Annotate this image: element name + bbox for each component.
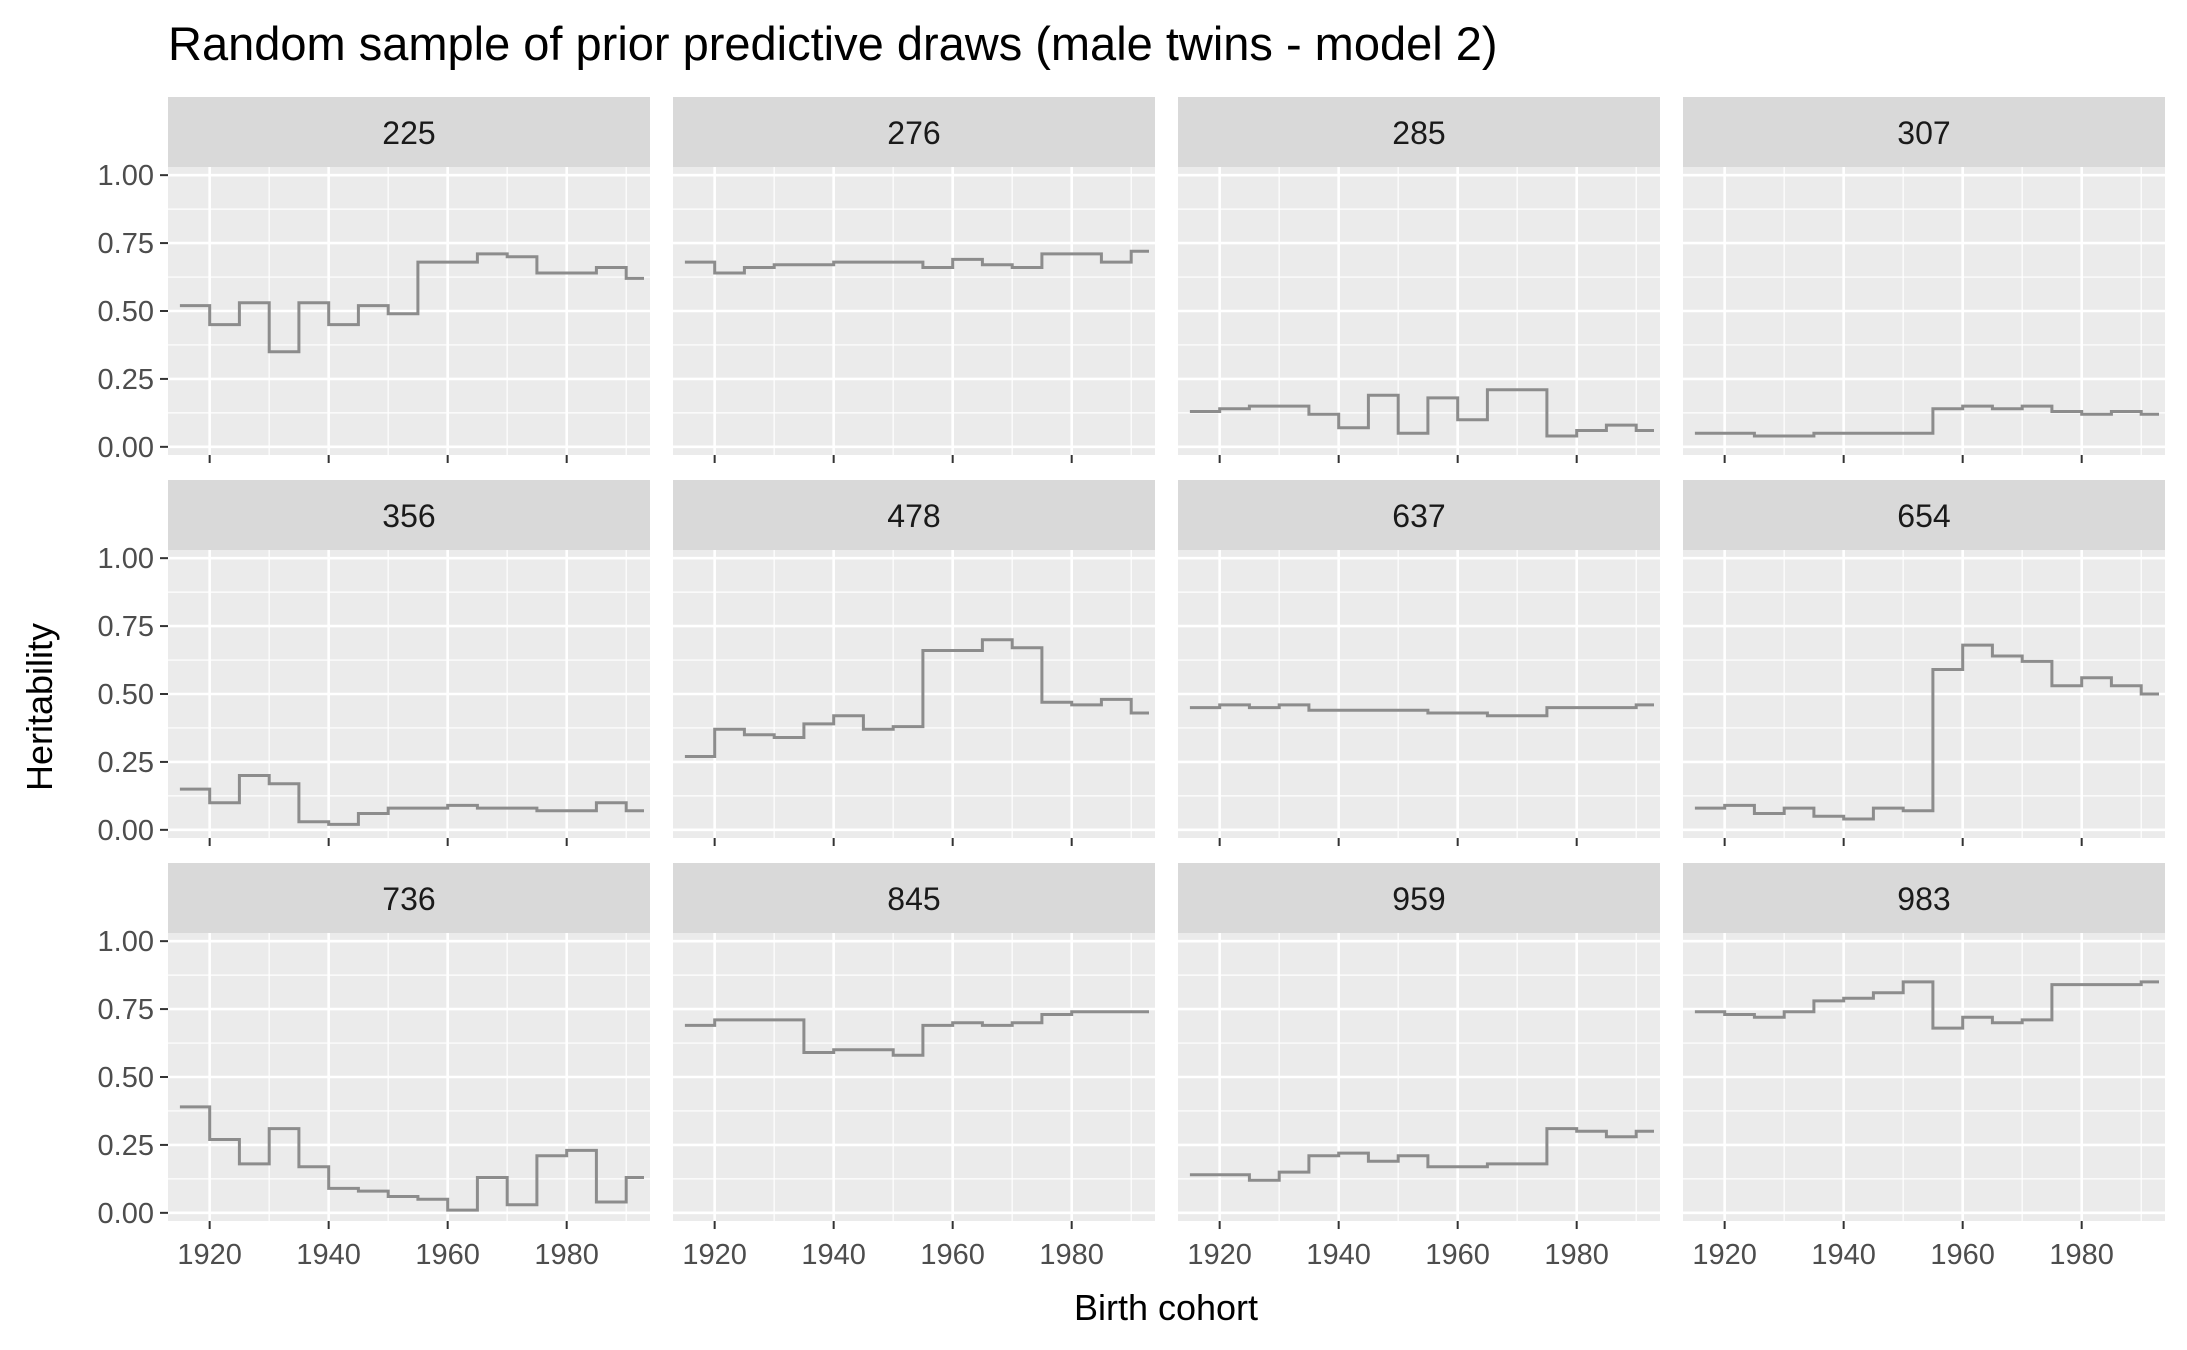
series-line-654 (1694, 643, 2159, 821)
facet-strip (1178, 863, 1660, 933)
facet-strip (168, 97, 650, 167)
x-tick-label: 1960 (415, 1239, 480, 1271)
facet-strip-label: 654 (1897, 498, 1950, 534)
series-line-225 (179, 252, 644, 354)
facet-strip (1683, 97, 2165, 167)
y-tick-label: 0.25 (98, 1130, 154, 1162)
series-line-637 (1189, 703, 1654, 718)
facet-panel-478: 478 (673, 480, 1155, 846)
facet-panel-959: 959 1920 1940 1960 1980 (1178, 863, 1660, 1271)
facet-strip (168, 480, 650, 550)
facet-panel-654: 654 (1683, 480, 2165, 846)
facet-strip-label: 736 (382, 881, 435, 917)
x-tick-label: 1960 (1425, 1239, 1490, 1271)
facet-strip-label: 276 (887, 115, 940, 151)
facet-strip-label: 959 (1392, 881, 1445, 917)
series-line-845 (684, 1010, 1149, 1057)
series-line-478 (684, 638, 1149, 758)
x-tick-label: 1920 (682, 1239, 747, 1271)
facet-panel-736: 736 0.00 0.25 0.50 0.75 1.00 1920 1940 1960 1980 (98, 863, 650, 1271)
facet-strip-label: 285 (1392, 115, 1445, 151)
facet-strip-label: 983 (1897, 881, 1950, 917)
facet-panel-637: 637 (1178, 480, 1660, 846)
facet-strip-label: 225 (382, 115, 435, 151)
x-tick-label: 1940 (296, 1239, 361, 1271)
y-tick-label: 1.00 (98, 543, 154, 575)
x-tick-label: 1920 (1692, 1239, 1757, 1271)
x-tick-label: 1980 (1544, 1239, 1609, 1271)
series-line-285 (1189, 388, 1654, 438)
y-tick-label: 0.00 (98, 815, 154, 847)
x-tick-label: 1980 (2049, 1239, 2114, 1271)
facet-panel-225: 225 0.00 0.25 0.50 0.75 1.00 (98, 97, 650, 464)
x-tick-label: 1940 (1811, 1239, 1876, 1271)
chart-title: Random sample of prior predictive draws … (168, 17, 1498, 70)
y-tick-label: 0.50 (98, 296, 154, 328)
x-tick-label: 1940 (801, 1239, 866, 1271)
y-axis-title: Heritability (19, 623, 60, 791)
series-line-307 (1694, 404, 2159, 438)
facet-strip (1178, 97, 1660, 167)
y-tick-label: 0.50 (98, 679, 154, 711)
facet-panel-356: 356 0.00 0.25 0.50 0.75 1.00 (98, 480, 650, 847)
facet-strip-label: 637 (1392, 498, 1445, 534)
x-tick-label: 1960 (1930, 1239, 1995, 1271)
facet-strip (1683, 863, 2165, 933)
y-tick-label: 0.25 (98, 364, 154, 396)
facet-panel-285: 285 (1178, 97, 1660, 463)
x-tick-label: 1920 (1187, 1239, 1252, 1271)
x-tick-label: 1940 (1306, 1239, 1371, 1271)
facet-strip-label: 356 (382, 498, 435, 534)
facet-panel-276: 276 (673, 97, 1155, 463)
series-line-983 (1694, 980, 2159, 1030)
x-axis-title: Birth cohort (1074, 1287, 1258, 1328)
y-tick-label: 1.00 (98, 926, 154, 958)
facet-panel-983: 983 1920 1940 1960 1980 (1683, 863, 2165, 1271)
y-tick-label: 0.75 (98, 994, 154, 1026)
facet-strip-label: 478 (887, 498, 940, 534)
series-line-959 (1189, 1127, 1654, 1182)
x-tick-label: 1980 (534, 1239, 599, 1271)
x-tick-label: 1980 (1039, 1239, 1104, 1271)
series-line-736 (179, 1105, 644, 1212)
y-tick-label: 0.00 (98, 432, 154, 464)
y-tick-label: 0.75 (98, 228, 154, 260)
y-tick-label: 1.00 (98, 160, 154, 192)
facet-strip (1683, 480, 2165, 550)
facet-panels: 225 0.00 0.25 0.50 0.75 1.00 276 285 307 356 0.00 0… (98, 97, 2165, 1271)
y-tick-label: 0.75 (98, 611, 154, 643)
series-line-276 (684, 249, 1149, 275)
y-tick-label: 0.00 (98, 1198, 154, 1230)
facet-strip (673, 97, 1155, 167)
y-tick-label: 0.50 (98, 1062, 154, 1094)
y-tick-label: 0.25 (98, 747, 154, 779)
facet-panel-307: 307 (1683, 97, 2165, 463)
x-tick-label: 1960 (920, 1239, 985, 1271)
facet-strip-label: 845 (887, 881, 940, 917)
series-line-356 (179, 774, 644, 826)
facet-strip (673, 863, 1155, 933)
facet-panel-845: 845 1920 1940 1960 1980 (673, 863, 1155, 1271)
x-tick-label: 1920 (177, 1239, 242, 1271)
facet-strip (168, 863, 650, 933)
facet-strip-label: 307 (1897, 115, 1950, 151)
facet-strip (673, 480, 1155, 550)
facet-strip (1178, 480, 1660, 550)
